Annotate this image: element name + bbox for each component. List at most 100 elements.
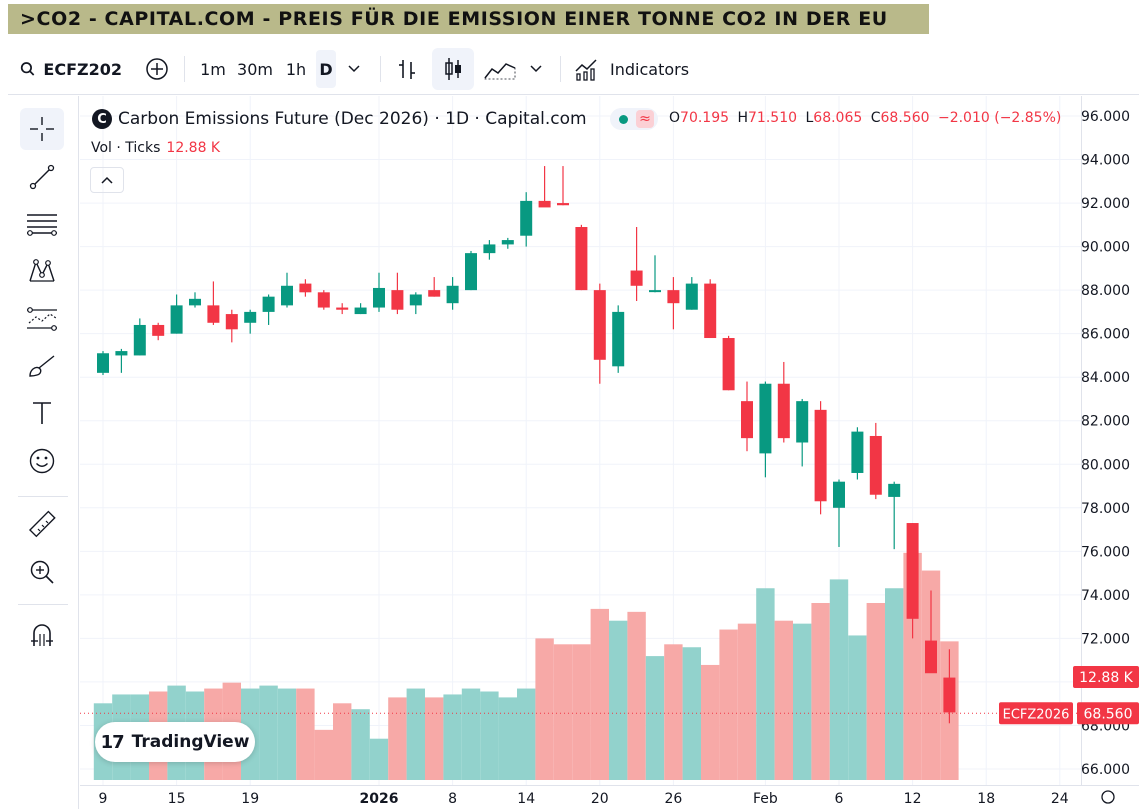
candle-body (391, 290, 404, 310)
volume-bar (682, 647, 701, 780)
interval-1m[interactable]: 1m (200, 59, 226, 79)
crosshair-icon (30, 117, 54, 141)
indicators-button[interactable]: Indicators (574, 44, 694, 94)
volume-bar (553, 644, 573, 780)
volume-bar (480, 691, 499, 780)
volume-bar (774, 620, 793, 780)
volume-label: Vol · Ticks (91, 140, 161, 156)
volume-bar (866, 603, 885, 780)
symbol-tag-label: ECFZ2026 (1003, 707, 1070, 722)
volume-bar (314, 729, 333, 780)
ruler-tool[interactable] (20, 504, 64, 546)
candle-body (170, 305, 183, 334)
close-label: C (870, 110, 881, 126)
candle-body (925, 640, 937, 674)
pattern-tool[interactable] (20, 250, 64, 292)
brush-tool[interactable] (20, 345, 64, 387)
x-tick-label: Feb (753, 791, 778, 807)
y-tick-label: 82.000 (1081, 414, 1130, 430)
trend-line-icon (29, 164, 55, 190)
y-tick-label: 78.000 (1081, 501, 1130, 517)
x-tick-label: 2026 (360, 791, 399, 807)
y-tick-label: 72.000 (1081, 631, 1130, 647)
bar-chart-style-icon (399, 60, 415, 79)
volume-bar (848, 635, 867, 780)
y-tick-label: 76.000 (1081, 544, 1130, 560)
candle-body (189, 298, 201, 306)
x-tick-label: 20 (591, 791, 609, 807)
low-value: 68.065 (813, 110, 863, 126)
zoom-in-tool[interactable] (20, 551, 64, 593)
smiley-icon (29, 448, 55, 474)
ohlc-readout: O70.195 H71.510 L68.065 C68.560 −2.010 (… (669, 110, 1061, 126)
time-axis-separator (80, 785, 1139, 786)
volume-bar (609, 620, 628, 780)
y-tick-label: 66.000 (1081, 762, 1130, 778)
volume-bar (369, 738, 389, 780)
y-tick-label: 92.000 (1081, 196, 1130, 212)
volume-bar (296, 688, 315, 780)
emoji-tool[interactable] (20, 440, 64, 482)
candle-body (777, 383, 790, 439)
volume-bar (737, 623, 757, 780)
interval-d[interactable]: D (316, 50, 336, 88)
candle-body (501, 240, 514, 245)
candle-body (373, 287, 385, 308)
low-label: L (805, 110, 814, 126)
x-tick-label: 12 (904, 791, 922, 807)
close-value: 68.560 (880, 110, 930, 126)
candle-body (814, 409, 827, 502)
symbol-label: ECFZ202 (43, 59, 122, 79)
trend-line-tool[interactable] (20, 156, 64, 198)
tradingview-logo[interactable]: 17 TradingView (95, 722, 255, 762)
volume-bar (811, 603, 830, 780)
price-badge-label: 68.560 (1084, 706, 1133, 722)
collapse-legend-button[interactable] (90, 167, 124, 193)
symbol-search[interactable]: ECFZ202 (20, 44, 122, 94)
candles-style-button[interactable] (432, 48, 474, 90)
volume-bar (535, 638, 554, 780)
volume-bar (664, 644, 683, 780)
volume-bar (756, 588, 775, 780)
candle-body (133, 324, 146, 356)
x-tick-label: 24 (1051, 791, 1069, 807)
candle-body (759, 383, 772, 454)
candle-body (244, 311, 257, 323)
text-icon (33, 402, 51, 424)
open-value: 70.195 (680, 110, 730, 126)
candle-body (906, 523, 919, 619)
candle-body (225, 314, 238, 330)
magnet-tool[interactable] (20, 614, 64, 656)
interval-dropdown[interactable] (344, 44, 364, 94)
chart-type-dropdown[interactable] (526, 44, 546, 94)
horizontal-lines-icon (27, 214, 57, 236)
candle-body (428, 290, 441, 297)
crosshair-tool[interactable] (20, 108, 64, 150)
candle-body (630, 270, 643, 286)
volume-bar (406, 688, 425, 780)
volume-bar (921, 570, 941, 780)
search-icon (20, 62, 35, 76)
drawing-toolbar (8, 96, 79, 809)
candle-body (336, 307, 349, 310)
tradingview-mark: 17 (100, 731, 125, 753)
interval-30m[interactable]: 30m (237, 59, 273, 79)
volume-bar (498, 697, 517, 780)
interval-1h[interactable]: 1h (285, 59, 307, 79)
candle-body (409, 294, 422, 306)
market-status-pill[interactable]: ≈ (610, 108, 658, 130)
x-tick-label: 19 (241, 791, 259, 807)
text-tool[interactable] (20, 392, 64, 434)
volume-badge-label: 12.88 K (1079, 670, 1134, 686)
y-tick-label: 74.000 (1081, 588, 1130, 604)
bars-style-button[interactable] (392, 44, 422, 94)
candle-body (465, 253, 477, 291)
compare-button[interactable] (142, 44, 172, 94)
high-value: 71.510 (748, 110, 798, 126)
candlestick-icon (445, 58, 461, 80)
area-style-button[interactable] (482, 44, 518, 94)
fib-tool[interactable] (20, 203, 64, 245)
forecast-tool[interactable] (20, 298, 64, 340)
volume-bar (627, 611, 646, 780)
volume-bar (885, 588, 904, 780)
